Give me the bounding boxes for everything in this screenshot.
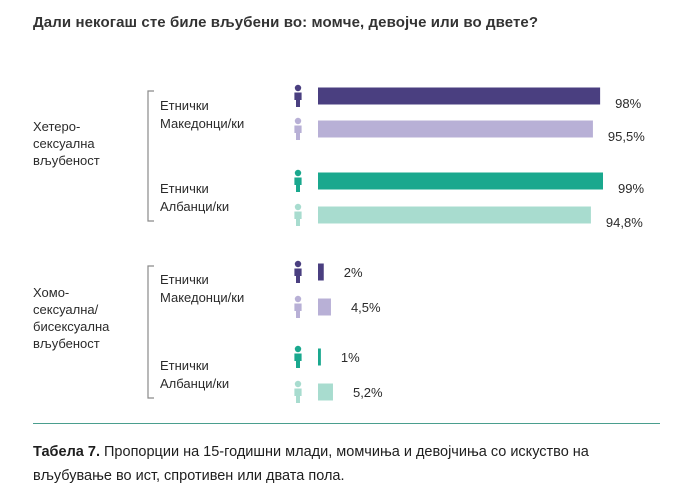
subgroup-label: Етнички (160, 358, 209, 373)
subgroup-label: Македонци/ки (160, 290, 244, 305)
group-bracket (147, 265, 154, 399)
caption-divider (33, 423, 660, 424)
bar (318, 263, 324, 281)
bar (318, 348, 321, 366)
bar (318, 172, 603, 190)
male-person-icon (294, 345, 302, 353)
subgroup-label: Македонци/ки (160, 116, 244, 131)
bar (318, 383, 333, 401)
female-person-icon (294, 295, 302, 303)
group-label: Хомо- (33, 285, 69, 300)
data-label: 2% (344, 265, 363, 280)
male-person-icon (294, 260, 302, 268)
male-person-icon (294, 169, 302, 177)
male-person-icon-body (294, 92, 302, 107)
bar (318, 87, 601, 105)
data-label: 95,5% (608, 129, 645, 144)
male-person-icon (294, 84, 302, 92)
data-label: 5,2% (353, 385, 383, 400)
subgroup-label: Етнички (160, 181, 209, 196)
female-person-icon-body (294, 211, 302, 226)
subgroup-label: Етнички (160, 98, 209, 113)
data-label: 1% (341, 350, 360, 365)
male-person-icon-body (294, 268, 302, 283)
chart-title: Дали некогаш сте биле вљубени во: момче,… (33, 14, 539, 31)
caption: Табела 7. Пропорции на 15-годишни млади,… (33, 440, 660, 488)
group-label: вљубеност (33, 153, 100, 168)
caption-text: Пропорции на 15-годишни млади, момчиња и… (33, 444, 589, 484)
female-person-icon-body (294, 388, 302, 403)
group-label: бисексуална (33, 319, 110, 334)
bar (318, 120, 593, 138)
male-person-icon-body (294, 177, 302, 192)
female-person-icon (294, 380, 302, 388)
bar (318, 298, 331, 316)
caption-label: Табела 7. (33, 444, 100, 460)
female-person-icon-body (294, 125, 302, 140)
subgroup-label: Етнички (160, 272, 209, 287)
female-person-icon (294, 117, 302, 125)
group-bracket (147, 90, 154, 222)
subgroup-label: Албанци/ки (160, 199, 229, 214)
bar-chart: Хетеро-сексуална вљубеност Етнички Македонц… (33, 84, 645, 403)
data-label: 98% (615, 96, 641, 111)
group-label: Хетеро- (33, 119, 80, 134)
male-person-icon-body (294, 353, 302, 368)
female-person-icon-body (294, 303, 302, 318)
female-person-icon (294, 203, 302, 211)
data-label: 94,8% (606, 215, 643, 230)
subgroup-label: Албанци/ки (160, 376, 229, 391)
group-label: сексуална (33, 136, 95, 151)
data-label: 99% (618, 181, 644, 196)
bar (318, 206, 591, 224)
data-label: 4,5% (351, 300, 381, 315)
group-label: сексуална/ (33, 302, 99, 317)
group-label: вљубеност (33, 336, 100, 351)
